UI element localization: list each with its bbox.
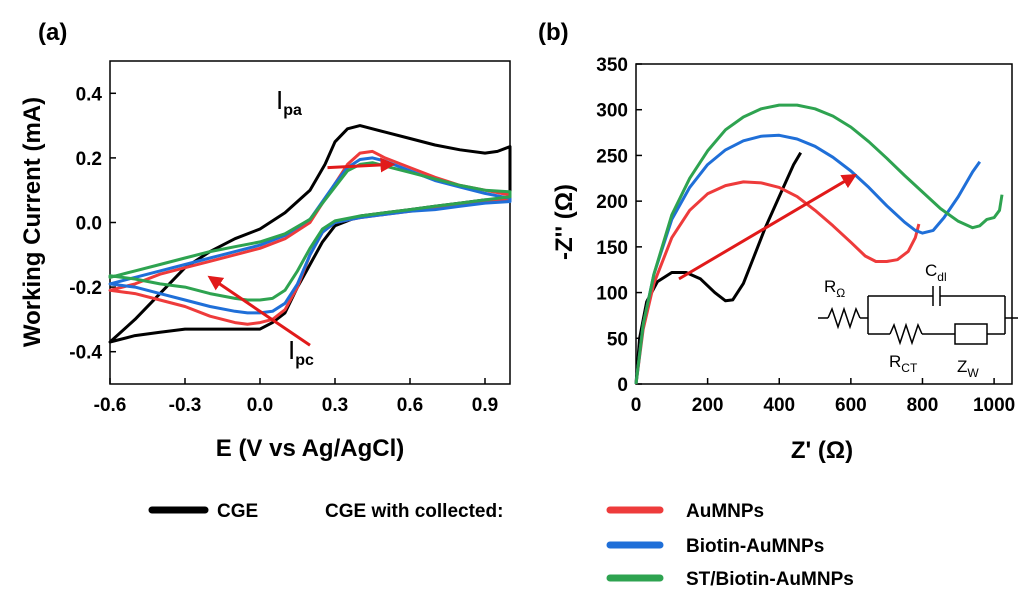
x-tick-label: -0.6: [94, 395, 127, 416]
x-tick-label: 0.3: [322, 395, 348, 416]
cv-arrows: [207, 157, 396, 347]
trend-arrow: [207, 275, 311, 347]
x-tick-label: 600: [835, 395, 867, 416]
eis-arrows: [678, 174, 858, 281]
eis-chart: 0 200 400 600 800 1000 0 50 100 150 200 250 300 350 R…: [551, 55, 1018, 464]
z-w-label: ZW: [957, 357, 979, 380]
warburg-element: [954, 323, 988, 345]
x-tick-label: 1000: [973, 395, 1015, 416]
r-ct-label: RCT: [889, 352, 918, 375]
x-tick-label: 400: [763, 395, 795, 416]
y-tick-label: 200: [596, 192, 628, 213]
y-tick-label: -0.2: [69, 278, 102, 299]
ipc-annotation: Ipc: [288, 335, 314, 369]
y-tick-label: 100: [596, 284, 628, 305]
legend-label-biotin-aumnps: Biotin-AuMNPs: [686, 536, 824, 557]
x-tick-label: 0.9: [472, 395, 498, 416]
r-omega-label: RΩ: [824, 277, 845, 300]
x-tick-label: 200: [692, 395, 724, 416]
y-tick-label: 0.0: [76, 214, 102, 235]
eis-ticks: 0 200 400 600 800 1000 0 50 100 150 200 250 300 350: [596, 55, 1015, 416]
r-ct-resistor: [889, 322, 923, 346]
cv-x-axis-title: E (V vs Ag/AgCl): [216, 435, 404, 462]
y-tick-label: 350: [596, 55, 628, 76]
x-tick-label: 0: [631, 395, 642, 416]
x-tick-label: 800: [907, 395, 939, 416]
equivalent-circuit: [818, 286, 1018, 346]
cv-series: [108, 124, 512, 344]
eis-x-axis-title: Z' (Ω): [791, 437, 853, 464]
r-omega-resistor: [827, 306, 861, 330]
cv-ticks: -0.6 -0.3 0.0 0.3 0.6 0.9 -0.4 -0.2 0.0 0.2 0.4: [69, 84, 498, 416]
cv-chart: -0.6 -0.3 0.0 0.3 0.6 0.9 -0.4 -0.2 0.0 0.2 0.4 Ip…: [19, 60, 512, 462]
series-line-biotin-aumnps: [634, 133, 982, 385]
y-tick-label: -0.4: [69, 343, 102, 364]
legend-label-st-biotin-aumnps: ST/Biotin-AuMNPs: [686, 569, 854, 590]
eis-plot-frame: [635, 63, 1013, 385]
y-tick-label: 250: [596, 146, 628, 167]
series-line-st-biotin-aumnps: [634, 103, 1004, 385]
series-line-aumnps: [108, 149, 512, 326]
y-tick-label: 300: [596, 101, 628, 122]
y-tick-label: 0.4: [76, 84, 103, 105]
legend-label-aumnps: AuMNPs: [686, 501, 764, 522]
eis-series: [634, 103, 1004, 385]
series-line-cge: [108, 124, 512, 344]
eis-y-axis-title: -Z'' (Ω): [551, 184, 578, 260]
panel-a-label: (a): [38, 19, 67, 46]
ipa-annotation: Ipa: [276, 85, 302, 119]
cv-y-axis-title: Working Current (mA): [19, 97, 46, 347]
trend-arrow: [327, 157, 396, 173]
y-tick-label: 150: [596, 238, 628, 259]
y-tick-label: 0: [617, 375, 628, 396]
x-tick-label: -0.3: [169, 395, 202, 416]
series-line-aumnps: [634, 180, 921, 385]
trend-arrow: [678, 174, 858, 281]
panel-b-label: (b): [538, 19, 569, 46]
legend-prefix: CGE with collected:: [325, 501, 503, 522]
x-tick-label: 0.6: [397, 395, 423, 416]
legend-label-cge: CGE: [217, 501, 258, 522]
x-tick-label: 0.0: [247, 395, 273, 416]
legend: CGE CGE with collected: AuMNPs Biotin-Au…: [148, 501, 854, 590]
c-dl-label: Cdl: [925, 261, 947, 284]
series-line-biotin-aumnps: [108, 156, 512, 315]
series-line-st-biotin-aumnps: [108, 161, 512, 302]
y-tick-label: 0.2: [76, 149, 102, 170]
y-tick-label: 50: [607, 329, 628, 350]
